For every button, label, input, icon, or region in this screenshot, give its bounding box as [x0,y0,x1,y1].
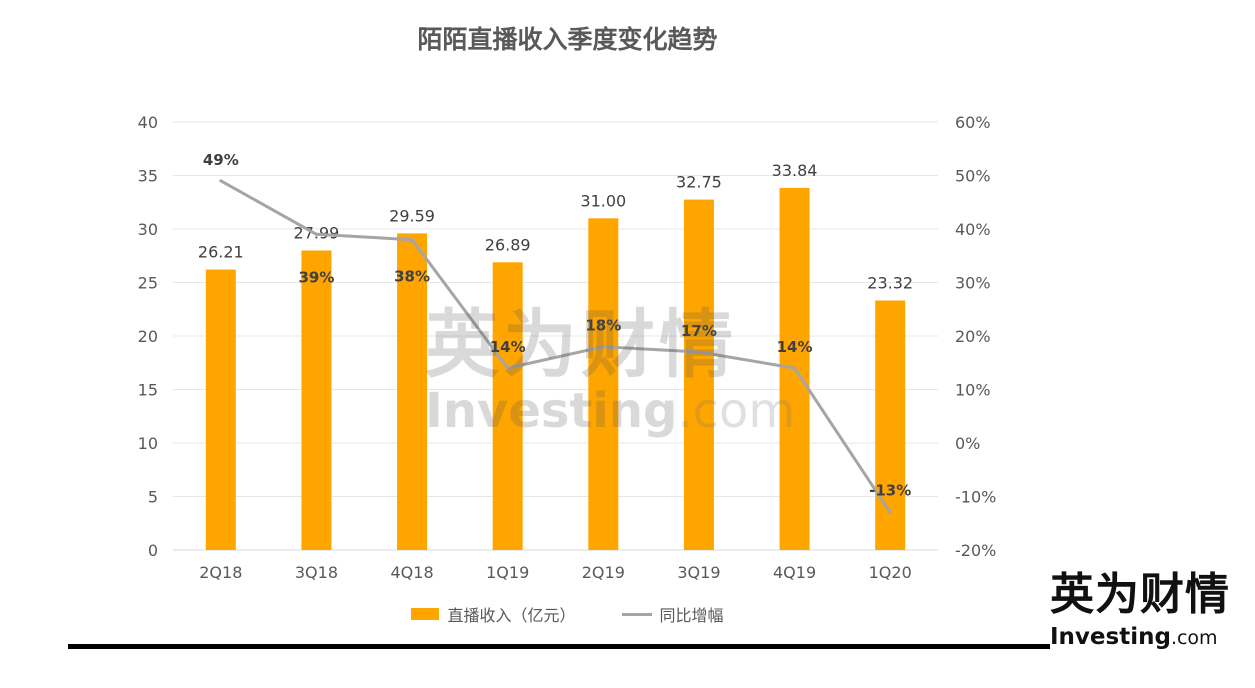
bar-2Q18 [205,269,236,550]
left-tick-label: 0 [148,541,158,560]
line-series [219,179,892,515]
investing-logo: 英为财情 Investing.com [1050,568,1245,653]
bar-value-label: 31.00 [580,191,626,210]
category-label: 3Q18 [295,563,338,582]
growth-value-label: 49% [203,151,239,169]
growth-point [314,232,318,236]
left-tick-label: 30 [138,220,158,239]
growth-point [219,179,223,183]
logo-cn-text: 英为财情 [1050,569,1230,620]
growth-point [410,238,414,242]
logo-en-text: Investing.com [1050,622,1245,653]
bar-1Q20 [875,300,906,550]
bar-value-label: 32.75 [676,173,722,192]
legend-swatch-line [621,612,652,616]
chart-title: 陌陌直播收入季度变化趋势 [417,25,718,54]
bar-1Q19 [492,262,523,550]
growth-value-label: 17% [681,322,717,340]
bar-value-label: 29.59 [389,206,435,225]
left-tick-label: 10 [138,434,158,453]
bar-value-label: 26.89 [485,235,531,254]
growth-point [697,350,701,354]
gridlines [173,121,938,551]
chart-legend: 直播收入（亿元） 同比增幅 [0,602,1135,626]
bar-3Q18 [301,250,332,550]
growth-line [220,179,892,514]
left-tick-label: 35 [138,167,158,186]
category-label: 2Q19 [582,563,625,582]
legend-swatch-bar [411,608,440,620]
growth-value-label: 38% [394,268,430,286]
right-tick-label: 0% [955,434,980,453]
bar-4Q18 [397,233,428,550]
right-tick-label: 30% [955,274,991,293]
bar-series [205,187,906,551]
bar-2Q19 [588,218,619,551]
logo-en-main: Investing [1050,624,1171,650]
category-label: 1Q20 [869,563,912,582]
legend-label-growth: 同比增幅 [659,606,724,625]
logo-en-suffix: .com [1170,627,1218,649]
line-value-labels: 49% 39% 38% 14% 18% 17% 14% -13% [203,151,911,500]
right-axis-ticks: -20% -10% 0% 10% 20% 30% 40% 50% 60% [955,113,996,560]
right-tick-label: 40% [955,220,991,239]
legend-item-revenue: 直播收入（亿元） [411,602,576,626]
growth-point [793,366,797,370]
left-tick-label: 20 [138,327,158,346]
left-tick-label: 15 [138,381,158,400]
growth-point [506,366,510,370]
growth-point [601,345,605,349]
left-tick-label: 5 [148,488,158,507]
growth-value-label: 14% [777,338,813,356]
growth-value-label: -13% [869,482,911,500]
right-tick-label: -10% [955,488,996,507]
category-label: 4Q18 [390,563,433,582]
right-tick-label: 10% [955,381,991,400]
right-tick-label: 50% [955,167,991,186]
category-labels: 2Q18 3Q18 4Q18 1Q19 2Q19 3Q19 4Q19 1Q20 [199,563,912,582]
category-label: 3Q19 [677,563,720,582]
right-tick-label: 60% [955,113,991,132]
bar-3Q19 [683,199,714,550]
growth-value-label: 18% [585,317,621,335]
bar-value-label: 33.84 [772,161,818,180]
left-tick-label: 40 [138,113,158,132]
legend-label-revenue: 直播收入（亿元） [447,606,576,625]
bar-value-label: 26.21 [198,243,244,262]
bar-value-label: 23.32 [867,273,913,292]
right-tick-label: 20% [955,327,991,346]
category-label: 4Q19 [773,563,816,582]
bottom-divider [68,644,1050,649]
category-label: 1Q19 [486,563,529,582]
growth-point [888,511,892,515]
growth-value-label: 14% [490,338,526,356]
legend-item-growth: 同比增幅 [621,602,724,626]
category-label: 2Q18 [199,563,242,582]
growth-value-label: 39% [298,268,334,286]
left-axis-ticks: 0 5 10 15 20 25 30 35 40 [138,113,158,560]
left-tick-label: 25 [138,274,158,293]
right-tick-label: -20% [955,541,996,560]
